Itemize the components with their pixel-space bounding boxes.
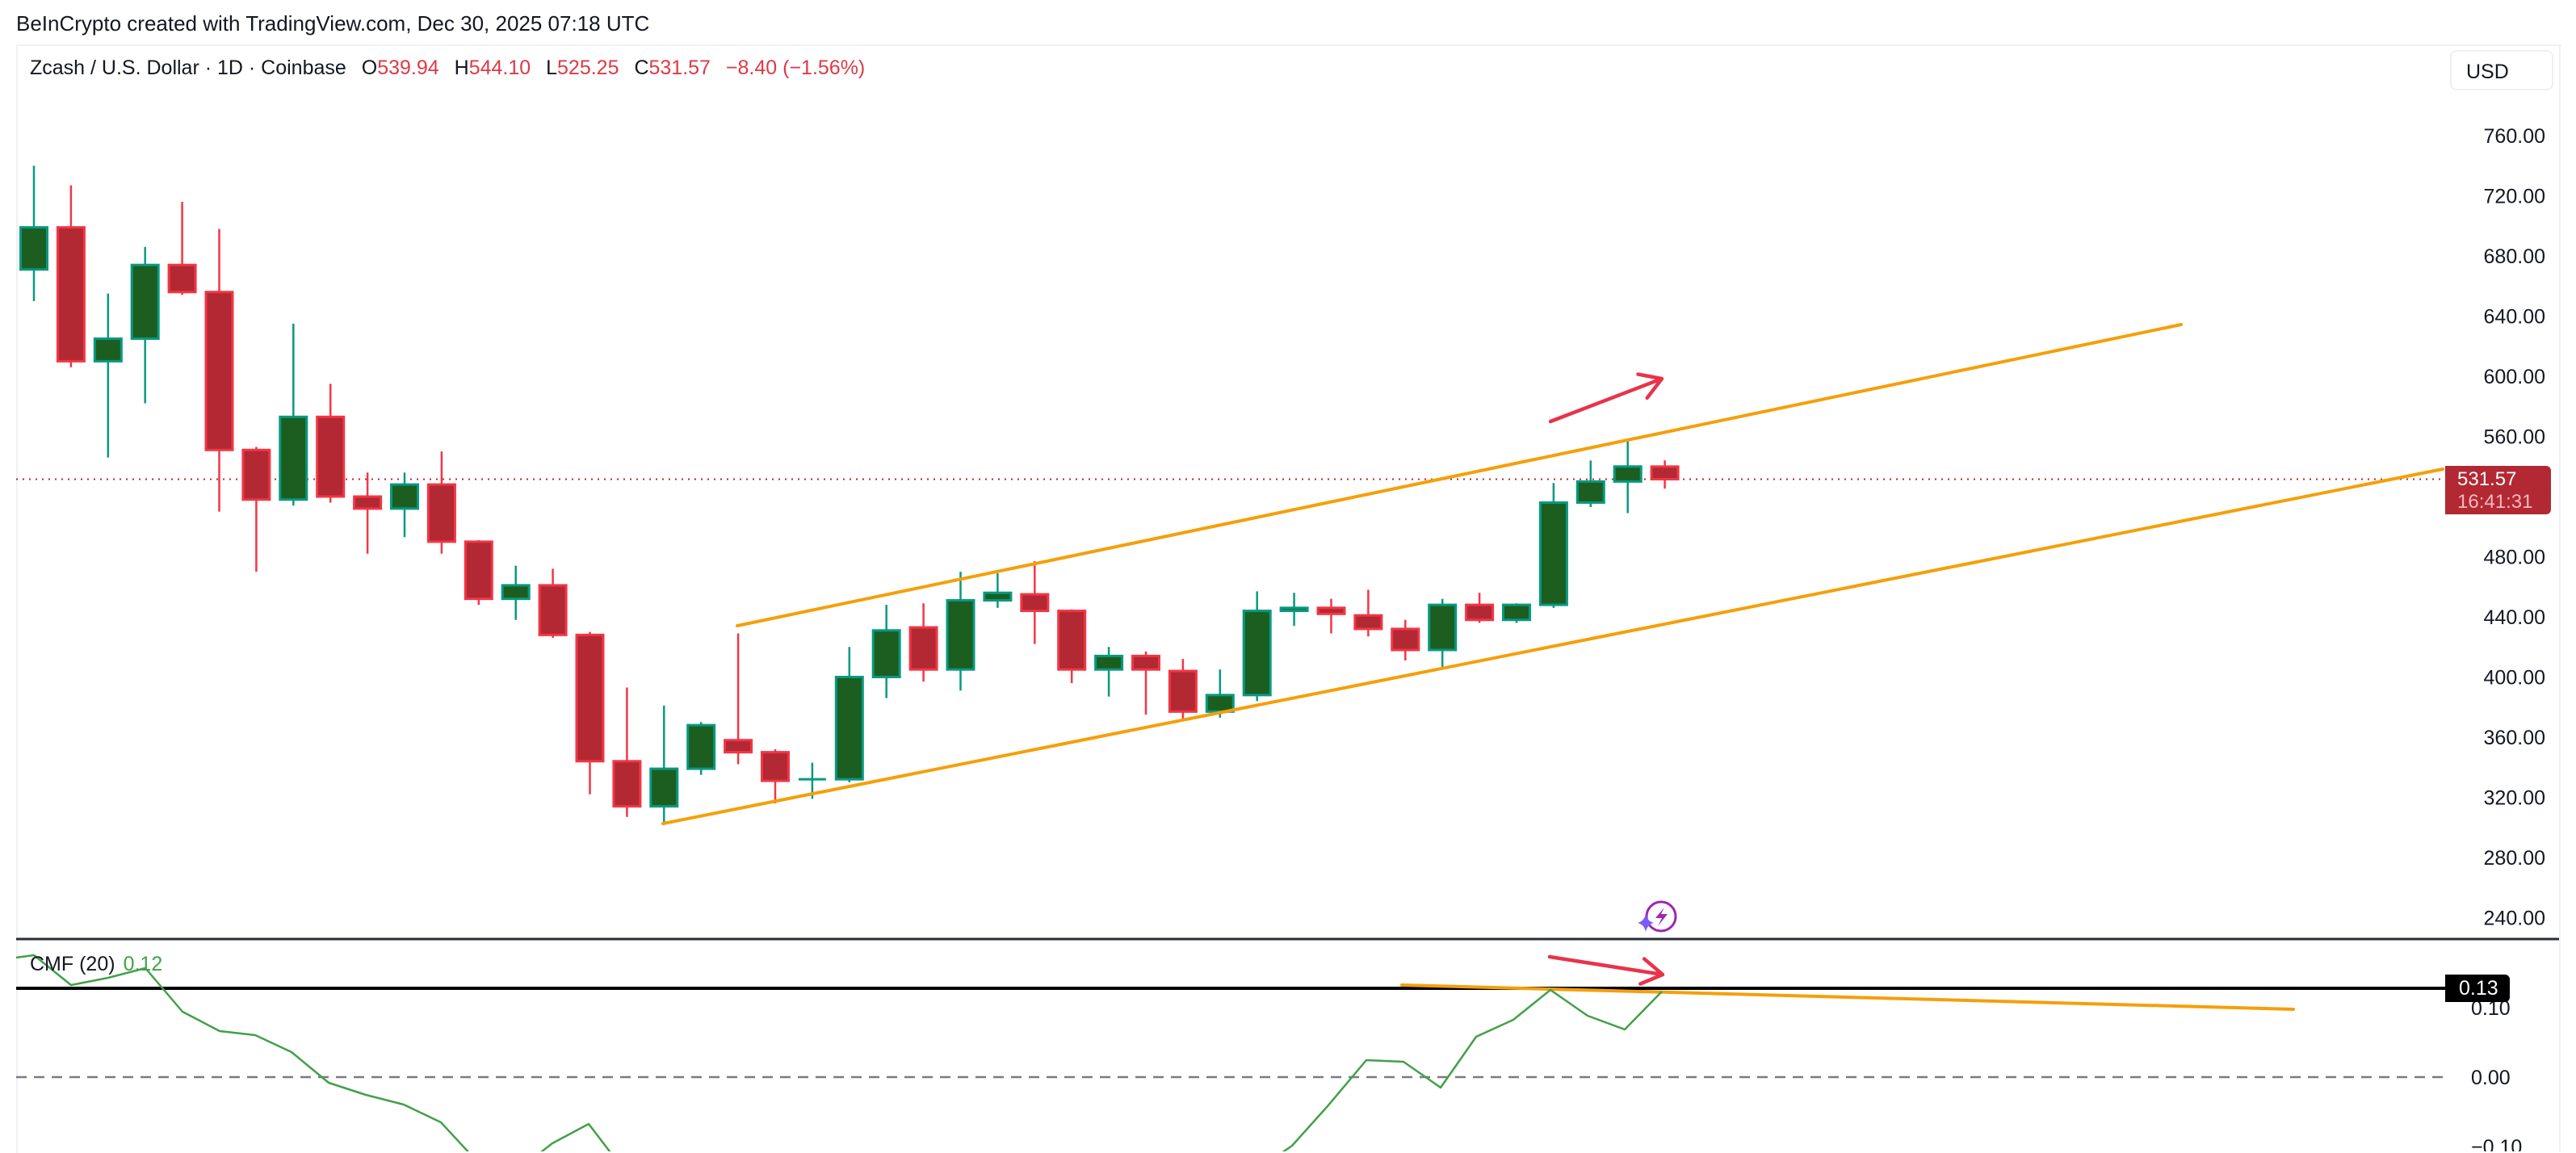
candle-up	[983, 591, 1013, 602]
last-price-tag: 531.57 16:41:31	[2445, 466, 2551, 514]
price-axis-tick: 480.00	[2484, 547, 2545, 569]
candle-up	[1279, 606, 1309, 613]
high-value: 544.10	[468, 57, 531, 79]
candle-up	[1094, 654, 1124, 671]
price-axis-tick: 600.00	[2484, 366, 2545, 388]
candle-down	[353, 495, 383, 510]
cmf-legend: CMF (20) 0.12	[30, 953, 162, 976]
bar-countdown: 16:41:31	[2457, 491, 2533, 513]
cmf-axis-tick: 0.00	[2471, 1067, 2511, 1089]
price-axis-tick: 320.00	[2484, 787, 2545, 810]
channel-upper-line	[736, 323, 2183, 627]
candle-down	[1465, 603, 1495, 622]
price-axis-tick: 560.00	[2484, 426, 2545, 449]
price-axis-tick: 680.00	[2484, 245, 2545, 268]
candle-down	[1650, 465, 1680, 480]
candle-up	[390, 483, 419, 510]
candle-down	[426, 483, 456, 543]
candle-up	[1242, 610, 1272, 697]
low-label: L	[546, 57, 558, 79]
candle-up	[19, 226, 48, 271]
price-up-arrow-icon	[1548, 372, 1664, 424]
cmf-line	[15, 954, 470, 1151]
price-axis-tick: 760.00	[2484, 125, 2545, 148]
candle-down	[464, 540, 493, 601]
candle-up	[1428, 603, 1458, 652]
candle-down	[204, 291, 234, 451]
candle-up	[871, 629, 901, 679]
candle-up	[501, 584, 531, 601]
price-axis-tick: 640.00	[2484, 306, 2545, 329]
price-axis-tick: 400.00	[2484, 667, 2545, 690]
candle-down	[1020, 593, 1050, 613]
currency-button[interactable]: USD	[2450, 50, 2553, 90]
candle-down	[1316, 606, 1346, 615]
candle-down	[1353, 614, 1383, 631]
candle-up	[1502, 603, 1531, 622]
cmf-down-arrow-icon	[1547, 954, 1665, 986]
candle-up	[649, 767, 679, 808]
chart-watermark: BeInCrypto created with TradingView.com,…	[16, 11, 650, 36]
close-label: C	[634, 57, 649, 79]
candle-up	[130, 263, 160, 340]
price-axis-tick: 720.00	[2484, 186, 2545, 208]
candle-up	[279, 415, 308, 501]
candle-down	[575, 633, 605, 763]
candle-down	[724, 739, 753, 754]
price-axis-border	[2559, 44, 2561, 1151]
chart-panel[interactable]	[16, 44, 2561, 1153]
candle-down	[538, 584, 568, 636]
candle-down	[612, 760, 642, 808]
last-price-value: 531.57	[2457, 468, 2517, 490]
candle-down	[1168, 669, 1198, 713]
close-value: 531.57	[648, 57, 711, 79]
candle-up	[946, 599, 975, 671]
price-axis-tick: 440.00	[2484, 606, 2545, 629]
low-value: 525.25	[557, 57, 619, 79]
candle-up	[1575, 480, 1605, 504]
cmf-label: CMF (20)	[30, 953, 115, 975]
price-axis-tick: 360.00	[2484, 727, 2545, 749]
candle-down	[1057, 610, 1087, 671]
cmf-line	[540, 1122, 611, 1151]
price-axis-tick: 240.00	[2484, 908, 2545, 930]
open-value: 539.94	[377, 57, 439, 79]
lightning-icon[interactable]	[1638, 900, 1677, 933]
candle-up	[834, 676, 864, 781]
symbol-title: Zcash / U.S. Dollar · 1D · Coinbase	[30, 57, 346, 79]
candle-down	[241, 448, 271, 501]
change-value: −8.40 (−1.56%)	[725, 57, 866, 79]
candle-up	[93, 337, 123, 363]
candle-down	[167, 263, 197, 294]
candle-up	[1613, 465, 1643, 483]
price-axis-tick: 280.00	[2484, 847, 2545, 870]
candle-down	[56, 226, 86, 363]
candle-down	[1391, 627, 1420, 652]
candle-down	[908, 626, 938, 671]
channel-lower-line	[661, 467, 2444, 825]
cmf-axis-tick: −0.10	[2471, 1136, 2522, 1151]
cmf-value: 0.12	[123, 953, 163, 975]
candle-down	[761, 751, 790, 782]
open-label: O	[361, 57, 378, 79]
candle-down	[316, 415, 346, 498]
cmf-line	[1282, 988, 1663, 1151]
cmf-level-tag: 0.13	[2445, 975, 2510, 1002]
candle-up	[686, 723, 716, 770]
candle-down	[1131, 654, 1160, 671]
candle-up	[1538, 501, 1568, 606]
symbol-legend: Zcash / U.S. Dollar · 1D · Coinbase O539…	[30, 57, 865, 80]
high-label: H	[454, 57, 469, 79]
